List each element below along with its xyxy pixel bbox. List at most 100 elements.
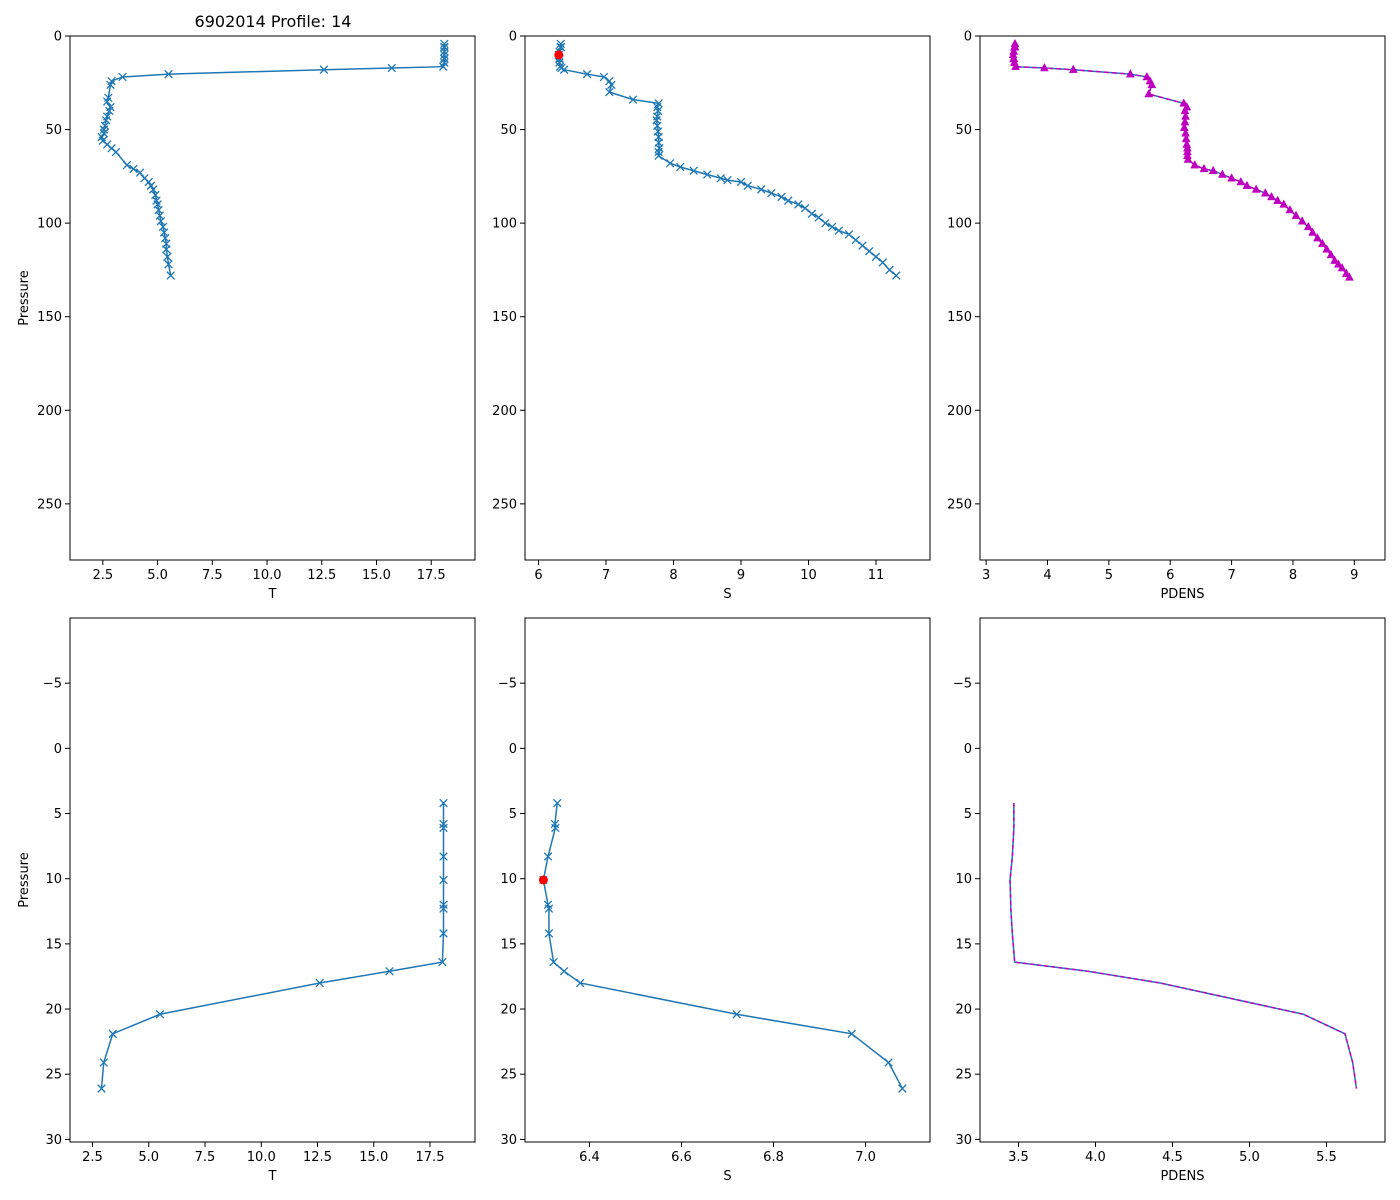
y-tick-label: 20 [500,1003,517,1018]
data-point-x [756,185,766,194]
data-point-x [552,798,562,808]
data-point-x [440,47,449,56]
data-point-x [439,798,448,808]
x-tick-label: 6 [1166,568,1174,583]
y-tick-label: 150 [37,310,62,325]
data-point-x [884,1058,893,1067]
data-point-x [99,125,109,134]
x-tick-label: 15.0 [359,1150,388,1165]
data-point-x [105,106,114,116]
data-point-triangle [1040,62,1049,72]
flagged-point [538,875,548,885]
data-point-triangle [1326,249,1336,259]
data-point-x [118,72,127,82]
data-point-x [864,246,874,256]
data-point-triangle [1227,173,1237,182]
data-point-x [108,1029,118,1039]
data-point-triangle [1279,199,1289,208]
y-tick-label: 15 [500,937,517,952]
data-point-x [439,819,448,829]
x-tick-label: 6.4 [579,1150,600,1165]
y-tick-label: 50 [500,123,517,138]
series-line-dashed [1009,803,1358,1089]
y-tick-label: 250 [947,497,972,512]
x-tick-label: 17.5 [417,568,446,583]
plot-frame [524,617,931,1143]
x-axis-label: S [723,1169,731,1184]
x-tick-label: 3.5 [1008,1150,1029,1165]
y-tick-label: 50 [955,123,972,138]
data-point-triangle [1011,61,1021,70]
data-point-x [438,62,448,71]
data-point-x [628,95,638,104]
x-tick-label: 9 [1350,568,1358,583]
x-tick-label: 8 [669,568,677,583]
data-point-triangle [1285,205,1295,214]
x-tick-label: 12.5 [307,568,336,583]
y-tick-label: 0 [509,742,517,757]
data-point-x [148,185,158,194]
data-point-x [559,65,569,74]
data-point-x [440,54,449,64]
data-point-x [166,271,175,280]
y-axis-label: Pressure [17,852,32,908]
y-tick-label: 200 [492,404,517,419]
x-tick-label: 7.5 [202,568,223,583]
data-point-triangle [1330,255,1340,264]
data-point-x [135,168,145,177]
y-tick-label: 10 [955,872,972,887]
x-tick-label: 6.8 [763,1150,784,1165]
data-point-x [794,200,803,209]
y-tick-label: 100 [37,217,62,232]
data-point-x [163,252,172,262]
data-point-triangle [1251,184,1261,193]
data-point-x [164,260,173,269]
x-tick-label: 5 [1105,568,1113,583]
x-tick-label: 5.0 [147,568,168,583]
x-tick-label: 15.0 [362,568,391,583]
data-point-x [319,65,329,74]
x-tick-label: 7.5 [195,1150,216,1165]
data-point-x [858,241,867,250]
y-tick-label: 150 [492,310,517,325]
chart-top-middle: 6 7 8 9 10 11 0 50 100 150 200 250 S [492,30,931,602]
data-point-triangle [1333,259,1343,268]
x-tick-label: 7 [1227,568,1235,583]
data-point-triangle [1303,221,1313,231]
data-point-x [891,271,901,280]
x-axis-label: PDENS [1160,587,1204,602]
data-point-x [387,63,397,73]
data-point-x [111,147,121,157]
x-axis-label: T [268,587,277,602]
data-point-x [155,1010,165,1019]
data-point-x [129,164,138,174]
data-point-x [164,69,173,79]
x-tick-label: 10.0 [247,1150,276,1165]
y-tick-label: 0 [54,742,62,757]
data-point-x [898,1084,907,1093]
data-point-x [440,39,449,49]
y-tick-label: 200 [37,404,62,419]
y-tick-label: 15 [955,937,972,952]
data-point-x [439,852,448,861]
y-tick-label: 10 [45,872,62,887]
chart-bottom-right: 3.5 4.0 4.5 5.0 5.5 −5 0 5 10 15 20 25 30 PDENS [953,617,1386,1184]
x-tick-label: 5.0 [1239,1150,1260,1165]
y-tick-label: 20 [955,1003,972,1018]
data-point-x [851,235,861,245]
y-tick-label: 10 [500,872,517,887]
data-point-x [439,900,448,910]
x-axis-label: T [268,1169,277,1184]
y-tick-label: 0 [964,742,972,757]
data-point-triangle [1217,169,1227,178]
data-point-x [767,188,776,198]
data-point-x [834,226,844,235]
y-tick-label: 150 [947,310,972,325]
data-point-x [439,904,448,913]
y-tick-label: 100 [492,217,517,232]
flagged-point [554,50,564,60]
x-tick-label: 2.5 [82,1150,103,1165]
y-tick-label: 0 [964,30,972,45]
y-tick-label: −5 [43,677,62,692]
x-tick-label: 6 [534,568,542,583]
